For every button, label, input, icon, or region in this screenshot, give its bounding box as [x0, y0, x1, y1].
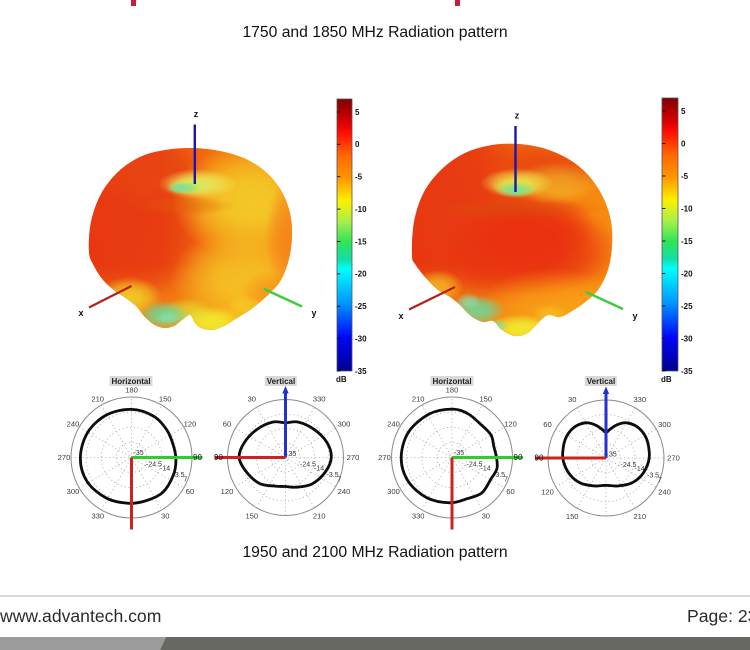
svg-text:-14: -14: [314, 466, 324, 473]
svg-text:180: 180: [446, 386, 459, 395]
svg-text:120: 120: [541, 487, 554, 496]
svg-text:240: 240: [658, 487, 671, 496]
svg-text:90: 90: [535, 454, 544, 463]
svg-text:-24.5: -24.5: [300, 462, 316, 469]
svg-text:35: 35: [609, 452, 617, 459]
svg-text:-24.5: -24.5: [146, 462, 162, 469]
svg-text:-5: -5: [355, 173, 363, 182]
svg-text:0: 0: [355, 140, 360, 149]
svg-text:-20: -20: [355, 270, 367, 279]
svg-text:dB: dB: [661, 375, 672, 384]
svg-text:60: 60: [506, 487, 514, 496]
svg-text:300: 300: [387, 487, 400, 496]
svg-text:90: 90: [214, 453, 223, 462]
svg-text:270: 270: [347, 453, 360, 462]
svg-text:-20: -20: [681, 269, 693, 278]
svg-text:270: 270: [667, 454, 680, 463]
svg-text:90: 90: [514, 453, 523, 462]
svg-text:-25: -25: [681, 302, 693, 311]
svg-text:-35: -35: [134, 450, 144, 457]
svg-text:150: 150: [245, 512, 258, 521]
svg-text:30: 30: [568, 395, 576, 404]
svg-text:7: 7: [184, 477, 188, 484]
svg-text:-10: -10: [355, 205, 367, 214]
svg-text:30: 30: [247, 395, 255, 404]
svg-text:y: y: [632, 311, 637, 321]
svg-text:330: 330: [313, 395, 326, 404]
svg-text:240: 240: [338, 487, 351, 496]
svg-text:-30: -30: [681, 334, 693, 343]
svg-text:y: y: [311, 308, 316, 318]
svg-text:60: 60: [223, 419, 231, 428]
svg-text:-30: -30: [355, 334, 367, 343]
svg-text:120: 120: [221, 487, 234, 496]
svg-text:dB: dB: [336, 375, 347, 384]
svg-text:x: x: [78, 308, 83, 318]
svg-text:-3.5: -3.5: [493, 472, 505, 479]
svg-text:30: 30: [161, 512, 169, 521]
svg-text:-35: -35: [681, 367, 693, 376]
svg-text:7: 7: [658, 477, 662, 484]
svg-text:-3.5: -3.5: [327, 472, 339, 479]
svg-text:-15: -15: [355, 237, 367, 246]
svg-text:-35: -35: [355, 367, 367, 376]
svg-text:-10: -10: [681, 204, 693, 213]
svg-text:0: 0: [681, 139, 686, 148]
svg-text:z: z: [515, 111, 520, 121]
svg-text:-3.5: -3.5: [173, 472, 185, 479]
svg-text:240: 240: [67, 419, 80, 428]
svg-text:-3.5: -3.5: [647, 473, 659, 480]
svg-text:330: 330: [412, 512, 425, 521]
svg-text:300: 300: [67, 487, 80, 496]
svg-text:210: 210: [412, 395, 425, 404]
svg-text:-15: -15: [681, 237, 693, 246]
svg-text:30: 30: [482, 512, 490, 521]
svg-text:150: 150: [159, 395, 172, 404]
svg-text:-14: -14: [635, 466, 645, 473]
svg-text:300: 300: [658, 420, 671, 429]
svg-text:35: 35: [289, 451, 297, 458]
svg-text:60: 60: [186, 487, 194, 496]
svg-text:210: 210: [313, 512, 326, 521]
svg-text:-25: -25: [355, 302, 367, 311]
svg-text:5: 5: [355, 108, 360, 117]
svg-text:-14: -14: [481, 466, 491, 473]
svg-text:150: 150: [479, 395, 492, 404]
svg-text:330: 330: [633, 395, 646, 404]
svg-text:90: 90: [193, 453, 202, 462]
svg-text:210: 210: [91, 395, 104, 404]
svg-text:270: 270: [378, 453, 391, 462]
svg-text:150: 150: [566, 512, 579, 521]
svg-text:-24.5: -24.5: [621, 462, 637, 469]
svg-text:-35: -35: [454, 450, 464, 457]
svg-text:240: 240: [387, 419, 400, 428]
svg-text:120: 120: [184, 419, 197, 428]
svg-text:270: 270: [58, 453, 71, 462]
svg-text:7: 7: [338, 477, 342, 484]
svg-text:-5: -5: [681, 172, 689, 181]
svg-text:z: z: [194, 109, 199, 119]
svg-text:300: 300: [338, 419, 351, 428]
svg-text:330: 330: [91, 512, 104, 521]
svg-text:210: 210: [633, 512, 646, 521]
svg-text:-24.5: -24.5: [467, 462, 483, 469]
svg-text:7: 7: [504, 477, 508, 484]
svg-text:120: 120: [504, 419, 517, 428]
svg-text:5: 5: [681, 107, 686, 116]
svg-text:x: x: [398, 311, 403, 321]
svg-text:180: 180: [125, 386, 138, 395]
svg-text:-14: -14: [160, 466, 170, 473]
svg-text:60: 60: [543, 420, 551, 429]
